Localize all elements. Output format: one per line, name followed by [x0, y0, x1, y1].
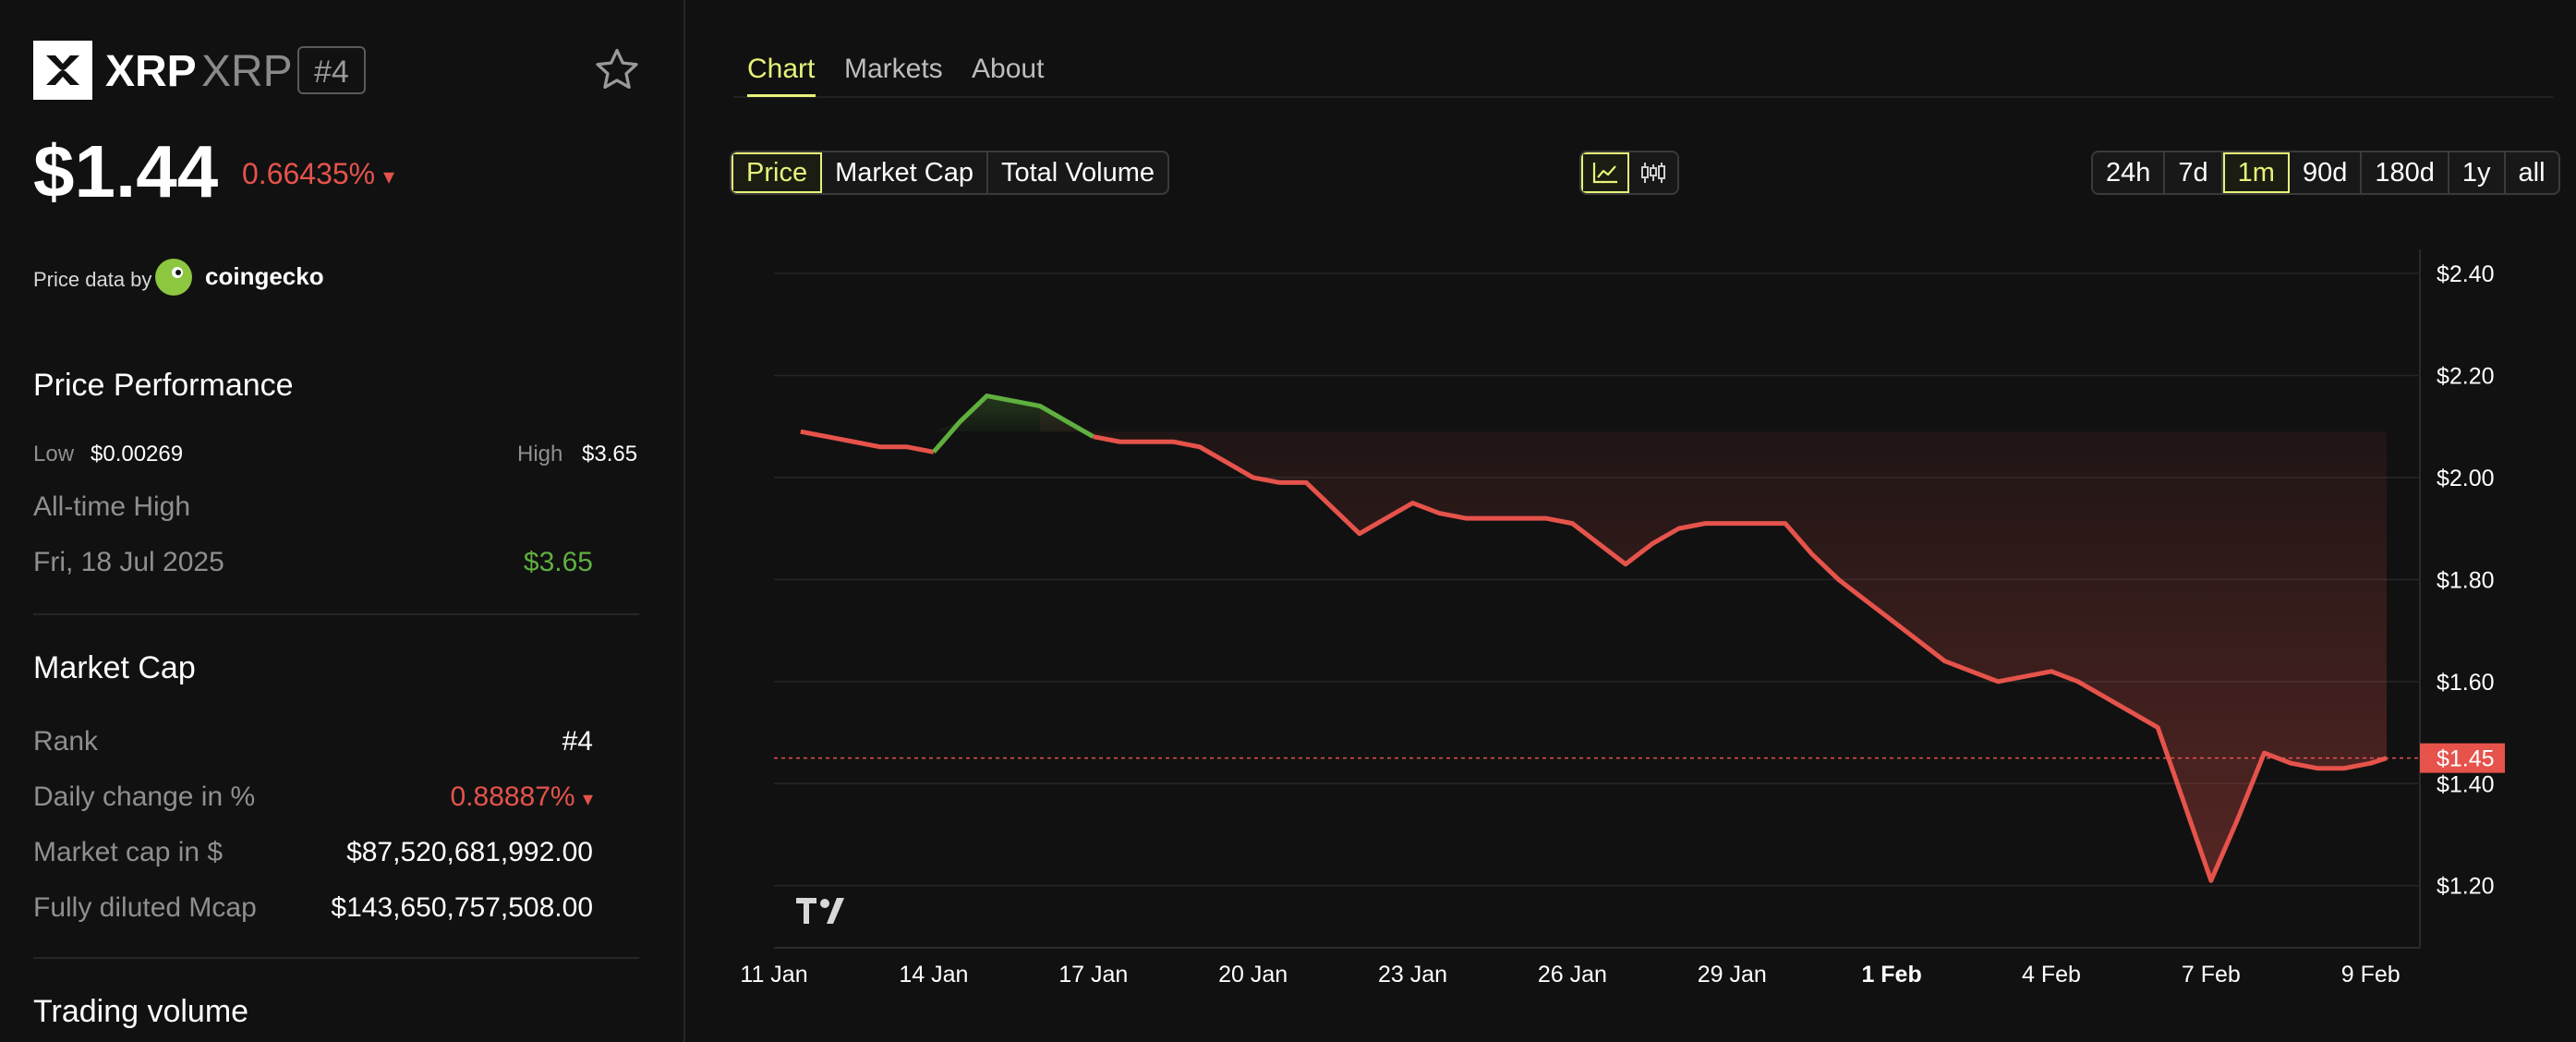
range-180d-button[interactable]: 180d	[2362, 152, 2449, 193]
market-cap-title: Market Cap	[33, 650, 196, 685]
y-tick-label: $1.60	[2437, 670, 2495, 696]
market-cap-metric-button[interactable]: Market Cap	[822, 152, 988, 193]
down-arrow-icon: ▾	[383, 164, 395, 189]
x-tick-label: 20 Jan	[1218, 962, 1288, 987]
price-area-fill-up	[933, 395, 1094, 432]
current-price: $1.44	[33, 130, 219, 212]
coingecko-link[interactable]: coingecko	[205, 262, 324, 290]
high-label: High	[517, 442, 563, 466]
x-tick-label: 14 Jan	[899, 962, 968, 987]
time-range-selector: 24h 7d 1m 90d 180d 1y all	[2091, 151, 2560, 195]
market-cap-label: Market cap in $	[33, 837, 224, 867]
fdv-label: Fully diluted Mcap	[33, 892, 257, 923]
high-value: $3.65	[582, 442, 638, 466]
divider	[33, 957, 639, 959]
coin-name: XRP	[105, 47, 197, 96]
price-line-up	[931, 394, 1094, 454]
x-tick-label: 7 Feb	[2182, 962, 2241, 987]
coin-symbol: XRP	[201, 47, 293, 96]
y-tick-label: $2.40	[2437, 261, 2495, 287]
x-tick-label: 23 Jan	[1378, 962, 1447, 987]
trading-volume-title: Trading volume	[33, 994, 249, 1029]
total-volume-metric-button[interactable]: Total Volume	[1000, 157, 1155, 188]
last-price-badge	[2420, 743, 2505, 773]
active-tab-indicator	[747, 94, 816, 97]
range-24h-button[interactable]: 24h	[2093, 152, 2166, 193]
price-data-label: Price data by	[33, 268, 152, 291]
y-tick-label: $2.00	[2437, 466, 2495, 491]
price-line-down	[800, 429, 935, 454]
y-tick-label: $1.20	[2437, 874, 2495, 900]
fdv-value: $143,650,757,508.00	[331, 892, 593, 923]
range-1y-button[interactable]: 1y	[2449, 152, 2506, 193]
xrp-logo-icon	[33, 41, 92, 100]
y-tick-label: $2.20	[2437, 363, 2495, 389]
ath-label: All-time High	[33, 491, 191, 522]
tab-divider	[733, 96, 2553, 98]
market-cap-value: $87,520,681,992.00	[346, 837, 593, 867]
rank-value: #4	[562, 726, 593, 757]
low-label: Low	[33, 442, 75, 466]
tab-chart[interactable]: Chart	[747, 54, 816, 84]
x-tick-label: 17 Jan	[1058, 962, 1128, 987]
tab-markets[interactable]: Markets	[844, 54, 943, 84]
low-value: $0.00269	[91, 442, 184, 466]
down-arrow-icon: ▾	[582, 787, 593, 810]
range-90d-button[interactable]: 90d	[2290, 152, 2363, 193]
last-price-label: $1.45	[2437, 746, 2495, 772]
rank-label: Rank	[33, 726, 99, 757]
x-tick-label: 29 Jan	[1698, 962, 1767, 987]
x-tick-label: 26 Jan	[1538, 962, 1607, 987]
x-tick-label: 1 Feb	[1861, 962, 1921, 987]
ath-value: $3.65	[523, 547, 593, 577]
line-chart-icon[interactable]	[1581, 152, 1629, 193]
price-change: 0.66435% ▾	[242, 157, 394, 191]
coin-info-panel: XRP XRP #4 $1.44 0.66435% ▾ Price data b…	[0, 0, 685, 1042]
price-change-value: 0.66435%	[242, 157, 376, 190]
tradingview-logo-icon[interactable]	[796, 898, 844, 924]
ath-date: Fri, 18 Jul 2025	[33, 547, 224, 577]
price-line-down	[1093, 434, 2388, 883]
x-tick-label: 11 Jan	[740, 962, 807, 987]
price-metric-button[interactable]: Price	[732, 152, 823, 193]
range-7d-button[interactable]: 7d	[2165, 152, 2223, 193]
tab-about[interactable]: About	[972, 54, 1045, 84]
daily-change: 0.88887% ▾	[450, 782, 593, 813]
daily-change-label: Daily change in %	[33, 782, 256, 812]
price-area-fill	[1040, 406, 2387, 881]
candlestick-icon[interactable]	[1629, 152, 1677, 193]
divider	[33, 613, 639, 615]
chart-type-selector	[1579, 151, 1679, 195]
star-favorite-icon[interactable]	[591, 44, 643, 96]
coingecko-icon[interactable]	[155, 259, 192, 296]
x-tick-label: 9 Feb	[2341, 962, 2401, 987]
x-tick-label: 4 Feb	[2022, 962, 2081, 987]
metric-selector: Price Market Cap Total Volume	[730, 151, 1170, 195]
range-all-button[interactable]: all	[2518, 157, 2546, 188]
rank-badge: #4	[297, 46, 366, 94]
y-tick-label: $1.40	[2437, 771, 2495, 797]
daily-change-value: 0.88887%	[450, 782, 575, 812]
price-performance-title: Price Performance	[33, 368, 294, 403]
y-tick-label: $1.80	[2437, 567, 2495, 593]
range-1m-button[interactable]: 1m	[2222, 152, 2290, 193]
